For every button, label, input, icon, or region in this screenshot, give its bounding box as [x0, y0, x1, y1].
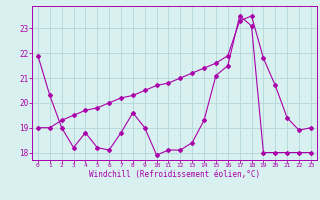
X-axis label: Windchill (Refroidissement éolien,°C): Windchill (Refroidissement éolien,°C)	[89, 170, 260, 179]
